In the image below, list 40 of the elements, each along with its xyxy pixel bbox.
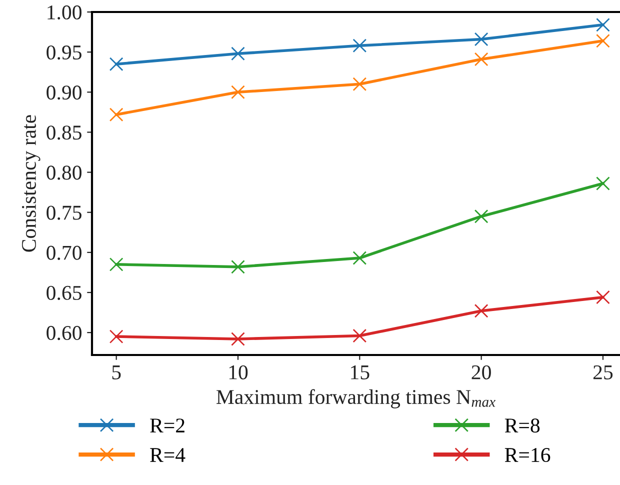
point: [352, 328, 367, 343]
y-tick-label: 1.00: [48, 5, 82, 20]
legend-label: R=16: [504, 448, 550, 462]
y-axis-title: Consistency rate: [22, 115, 40, 252]
point: [474, 304, 488, 318]
point: [352, 77, 367, 92]
point: [474, 209, 488, 224]
x-axis-title: Maximum forwarding times N$_{max}$: [216, 389, 496, 408]
x-tick-label: 15: [351, 365, 370, 380]
y-tick-label: 0.85: [46, 126, 82, 140]
point: [352, 251, 367, 265]
point: [231, 46, 245, 61]
point: [596, 290, 610, 304]
legend-label: R=4: [150, 448, 186, 462]
x-tick-label: 5: [112, 366, 121, 380]
y-tick-label: 0.80: [46, 166, 82, 180]
point: [109, 257, 124, 272]
point: [474, 52, 488, 66]
legend-label: R=2: [150, 418, 184, 432]
y-tick-label: 0.60: [46, 326, 82, 340]
point: [231, 260, 245, 274]
y-tick-label: 0.65: [46, 286, 82, 300]
y-tick-label: 0.75: [46, 206, 82, 220]
point: [474, 32, 488, 46]
point: [109, 108, 124, 122]
x-tick-label: 25: [593, 365, 613, 380]
point: [596, 18, 610, 32]
legend-label: R=8: [504, 418, 540, 433]
point: [231, 332, 245, 346]
y-tick-label: 0.70: [46, 246, 82, 260]
x-tick-label: 10: [229, 365, 248, 380]
point: [231, 85, 245, 100]
point: [109, 57, 124, 72]
point: [596, 34, 610, 48]
point: [596, 176, 610, 190]
x-tick-label: 20: [472, 365, 491, 380]
y-tick-label: 0.95: [46, 45, 82, 60]
point: [109, 330, 124, 344]
point: [352, 38, 367, 53]
y-tick-label: 0.90: [46, 86, 82, 100]
